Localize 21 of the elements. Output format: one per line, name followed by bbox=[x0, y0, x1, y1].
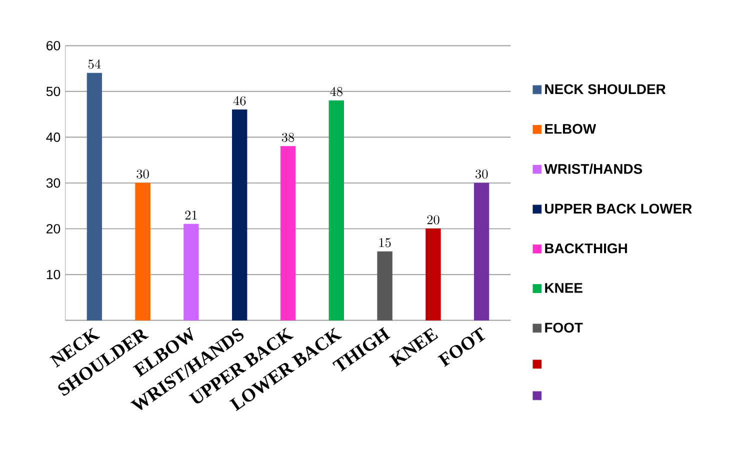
data-label: 46 bbox=[233, 96, 246, 106]
data-label: 21 bbox=[185, 210, 197, 220]
data-label: 54 bbox=[88, 59, 101, 69]
legend-label: BACKTHIGH bbox=[545, 243, 627, 254]
y-tick-label: 60 bbox=[46, 40, 60, 50]
legend-label: UPPER BACK LOWER bbox=[545, 204, 692, 214]
y-tick-label: 30 bbox=[46, 178, 60, 188]
data-label: 30 bbox=[476, 169, 488, 179]
y-tick-label: 20 bbox=[46, 224, 60, 234]
data-label: 15 bbox=[379, 238, 391, 248]
y-tick-label: 40 bbox=[46, 132, 60, 142]
data-label: 38 bbox=[282, 132, 294, 142]
data-label: 20 bbox=[427, 215, 440, 224]
data-label: 30 bbox=[136, 169, 149, 179]
y-tick-label: 10 bbox=[46, 270, 60, 280]
data-label: 48 bbox=[330, 86, 342, 96]
y-tick-label: 50 bbox=[46, 86, 60, 96]
legend-label: ELBOW bbox=[545, 124, 596, 134]
legend-label: NECK SHOULDER bbox=[545, 84, 666, 94]
legend-label: KNEE bbox=[545, 283, 582, 293]
legend-label: WRIST/HANDS bbox=[544, 164, 642, 174]
